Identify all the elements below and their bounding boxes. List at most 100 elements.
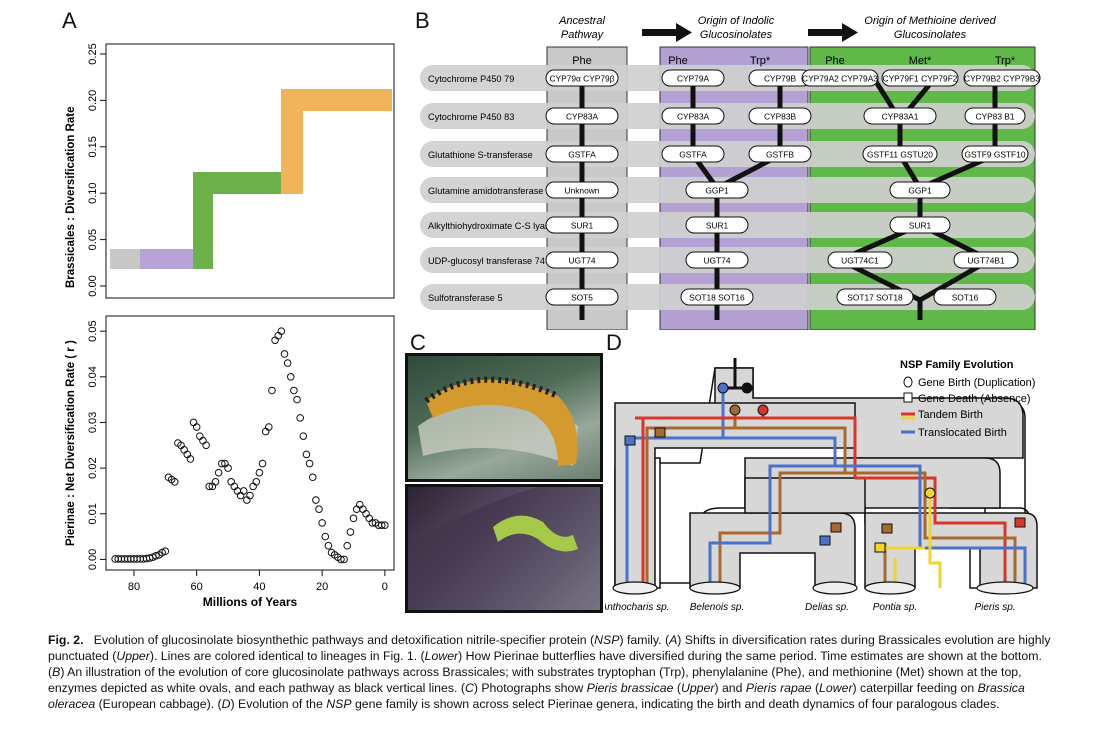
caption-text: ) Shifts in diversification rates during… — [48, 633, 1051, 663]
legend-gene-death: Gene Death (Absence) — [918, 393, 1031, 405]
enzyme-oval — [961, 145, 1029, 163]
enzyme-label: GGP1 — [908, 186, 932, 196]
caption-italic: Pieris rapae — [745, 681, 812, 695]
caption-text: ) How Pierinae butterflies have diversif… — [48, 649, 1042, 679]
caption-italic: NSP — [326, 697, 352, 711]
data-point — [236, 491, 245, 500]
data-point — [290, 386, 298, 395]
pathway-row-label: Alkylthiohydroximate C-S lyase — [428, 221, 555, 231]
panel-letter-c: C — [410, 330, 426, 355]
enzyme-label: CYP79A2 CYP79A3 — [802, 74, 878, 84]
data-point — [205, 482, 214, 491]
gene-birth-marker-brown — [729, 404, 741, 416]
enzyme-label: SUR1 — [571, 221, 594, 231]
panel-letter-a: A — [62, 8, 77, 33]
enzyme-oval — [545, 69, 619, 87]
gene-death-marker-brown-2 — [830, 522, 842, 533]
gene-death-marker-blue-1 — [624, 435, 636, 446]
col-methionine-label-0: Phe — [825, 55, 845, 67]
gene-death-marker-yellow — [874, 542, 886, 553]
data-point — [199, 436, 207, 445]
enzyme-oval — [685, 251, 749, 269]
header-indolic-line2: Glucosinolates — [700, 29, 773, 41]
gene-birth-marker-yellow — [924, 487, 936, 499]
data-point — [211, 478, 220, 486]
pathway-row-label: Glutamine amidotransferase — [428, 186, 543, 196]
enzyme-oval — [661, 69, 725, 87]
enzyme-label: SOT18 SOT16 — [689, 293, 745, 303]
data-point — [352, 505, 361, 514]
enzyme-oval — [889, 216, 951, 234]
data-point — [340, 555, 348, 564]
taxon-belenois: Belenois sp. — [690, 602, 744, 613]
enzyme-label: CYP79A — [677, 74, 710, 84]
caption-text: Evolution of glucosinolate biosynthethic… — [93, 633, 595, 647]
enzyme-label: UGT74 — [704, 256, 731, 266]
gene-death-marker-blue-2 — [819, 535, 831, 546]
data-point — [246, 491, 254, 500]
enzyme-oval — [889, 181, 951, 199]
enzyme-label: GGP1 — [705, 186, 729, 196]
pathway-row-label: Sulfotransferase 5 — [428, 293, 503, 303]
enzyme-oval — [545, 288, 619, 306]
enzyme-label: CYP83B — [764, 112, 797, 122]
data-point — [349, 514, 358, 523]
caption-italic: B — [52, 665, 61, 679]
enzyme-oval — [881, 69, 959, 87]
caption-italic: A — [669, 633, 678, 647]
col-ancestral-label-0: Phe — [572, 55, 592, 67]
enzyme-oval — [545, 251, 619, 269]
upper-ytick-label: 0.00 — [87, 275, 99, 296]
gene-death-marker-red — [1014, 517, 1026, 528]
header-ancestral-line1: Ancestral — [558, 15, 605, 27]
data-point — [183, 450, 192, 459]
caption-italic: Upper — [680, 681, 715, 695]
panel-b-pathway-diagram: Ancestral Pathway Origin of Indolic Gluc… — [420, 15, 1041, 330]
data-point — [192, 423, 201, 431]
data-point — [152, 551, 160, 560]
lower-xtick-label: 0 — [382, 581, 388, 593]
data-point — [286, 372, 295, 381]
caption-italic: NSP — [594, 633, 620, 647]
data-point — [299, 432, 308, 440]
arrow-1 — [642, 23, 692, 42]
gene-birth-marker-blue — [717, 382, 729, 394]
enzyme-label: CYP83A — [677, 112, 710, 122]
data-point — [312, 496, 320, 504]
caption-fig-number: Fig. 2. — [48, 633, 84, 647]
enzyme-label: UGT74 — [569, 256, 596, 266]
lower-xtick-label: 20 — [316, 581, 328, 593]
lower-ylabel: Pierinae : Net Diversification Rate ( r … — [65, 340, 77, 546]
enzyme-oval — [680, 288, 754, 306]
lower-ytick-label: 0.05 — [87, 320, 99, 341]
caption-italic: Brassica oleracea — [48, 681, 1025, 711]
data-point — [337, 555, 345, 564]
data-point — [268, 386, 276, 395]
pathway-row-label: Cytochrome P450 79 — [428, 74, 514, 84]
data-point — [365, 514, 373, 523]
caption-italic: D — [221, 697, 231, 711]
caption-text: ) Evolution of the — [230, 697, 327, 711]
enzyme-label: CYP79B2 CYP79B3 — [964, 74, 1040, 84]
data-point — [377, 521, 386, 529]
caption-italic: Lower — [819, 681, 853, 695]
data-point — [293, 395, 301, 404]
legend-tandem-birth: Tandem Birth — [918, 409, 983, 421]
enzyme-label: SOT16 — [952, 293, 979, 303]
pathway-row-label: Cytochrome P450 83 — [428, 112, 514, 122]
data-point — [239, 487, 248, 495]
data-point — [283, 359, 292, 367]
figure-caption: Fig. 2. Evolution of glucosinolate biosy… — [48, 632, 1058, 712]
gene-birth-marker-black — [741, 382, 753, 394]
data-point — [355, 500, 364, 509]
legend-translocated-birth: Translocated Birth — [918, 427, 1007, 439]
col-indolic-label-1: Trp* — [750, 55, 771, 67]
enzyme-label: SOT17 SOT18 — [847, 293, 903, 303]
upper-ytick-label: 0.05 — [87, 229, 99, 250]
data-point — [252, 478, 261, 486]
enzyme-label: GSTFB — [766, 150, 794, 160]
enzyme-oval — [545, 181, 619, 199]
caption-italic: C — [464, 681, 474, 695]
caption-italic: Lower — [424, 649, 459, 663]
header-methionine-line1: Origin of Methioine derived — [864, 15, 996, 27]
